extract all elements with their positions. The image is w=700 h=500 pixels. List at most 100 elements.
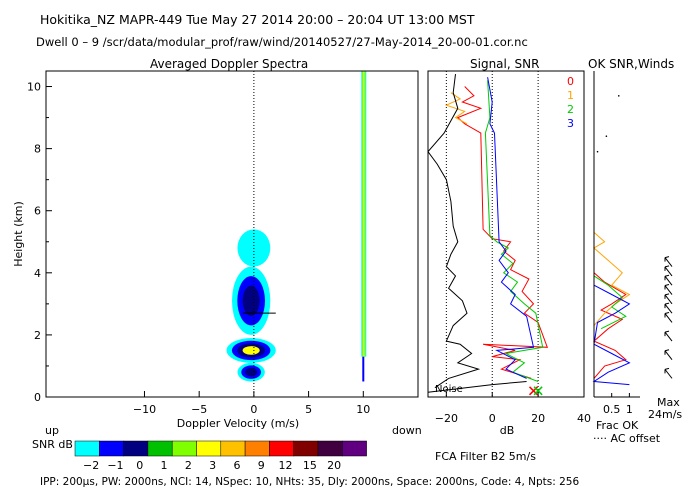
- ac-offset-label: ···· AC offset: [593, 432, 661, 445]
- down-label: down: [392, 424, 422, 437]
- wind-barb-flag: [664, 330, 670, 333]
- wind-barb-shaft: [664, 294, 673, 305]
- colorbar-swatch: [293, 440, 319, 457]
- signal-series-beam-3: [487, 77, 535, 379]
- header-title: Hokitika_NZ MAPR-449 Tue May 27 2014 20:…: [40, 12, 475, 27]
- colorbar-swatch: [317, 440, 343, 457]
- colorbar-swatch: [99, 440, 124, 457]
- wind-barb-shaft: [664, 275, 673, 286]
- wind-barb: [664, 256, 673, 267]
- colorbar-tick-label: 6: [233, 459, 240, 472]
- frac-ok-series-beam-1: [593, 232, 631, 326]
- frac-ok-dot: [617, 95, 620, 97]
- height-axis-label: Height (km): [12, 201, 25, 267]
- wind-barb: [664, 274, 673, 286]
- colorbar-tick-label: −2: [83, 459, 99, 472]
- frac-ok-dot: [596, 150, 599, 153]
- colorbar-swatch: [220, 440, 246, 457]
- spectra-x-tick-label: 5: [305, 403, 312, 416]
- ok-x-tick-label: 1: [626, 403, 633, 416]
- wind-barb: [664, 302, 673, 314]
- wind-barb-flag: [664, 367, 670, 370]
- noise-x-marker: [533, 386, 543, 396]
- colorbar-tick-label: 2: [185, 459, 192, 472]
- signal-x-axis-label: dB: [500, 424, 515, 437]
- frac-ok-series-beam-3: [592, 284, 631, 386]
- colorbar-tick-label: 12: [279, 459, 293, 472]
- signal-series-signal: [427, 74, 481, 389]
- wind-barb-shaft: [664, 350, 673, 361]
- fca-filter-label: FCA Filter B2 5m/s: [435, 450, 536, 463]
- colorbar-tick-label: 3: [209, 459, 216, 472]
- signal-series-beam-1: [445, 92, 468, 125]
- beam-label-1: 1: [567, 89, 574, 102]
- footer-params: IPP: 200µs, PW: 2000ns, NCI: 14, NSpec: …: [40, 476, 580, 488]
- wind-barb: [664, 265, 673, 277]
- wind-barb-flag: [664, 302, 670, 305]
- wind-barb-flag: [664, 293, 670, 296]
- spectra-x-axis-label: Doppler Velocity (m/s): [177, 417, 299, 430]
- wind-barb-flag: [664, 274, 670, 277]
- signal-x-tick-label: −20: [435, 412, 458, 425]
- wind-barb-shaft: [664, 257, 673, 267]
- noise-label: Noise: [435, 384, 463, 395]
- height-tick-label: 6: [34, 205, 41, 218]
- colorbar-tick-label: 9: [258, 459, 265, 472]
- height-tick-label: 8: [34, 143, 41, 156]
- signal-x-tick-label: 20: [531, 412, 545, 425]
- wind-barb: [664, 367, 673, 379]
- signal-x-tick-label: 40: [577, 412, 591, 425]
- spectra-title: Averaged Doppler Spectra: [150, 57, 309, 71]
- colorbar-tick-label: 15: [303, 459, 317, 472]
- colorbar-swatch: [171, 440, 197, 457]
- colorbar-tick-label: 1: [161, 459, 168, 472]
- wind-barb: [664, 312, 673, 323]
- frac-ok-dot: [605, 135, 608, 137]
- colorbar-swatch: [196, 440, 222, 457]
- frac-ok-label: Frac OK: [596, 419, 639, 432]
- ok-winds-title: OK SNR,Winds: [588, 57, 675, 71]
- beam-label-0: 0: [567, 75, 574, 88]
- wind-barb-shaft: [664, 369, 673, 379]
- colorbar-swatch: [147, 440, 173, 457]
- signal-title: Signal, SNR: [470, 57, 540, 71]
- height-tick-label: 10: [27, 81, 41, 94]
- wind-barb-flag: [664, 312, 670, 314]
- snr-db-label: SNR dB: [32, 438, 73, 451]
- colorbar-swatch: [123, 440, 149, 457]
- max-wind-value: 24m/s: [648, 408, 683, 421]
- colorbar-swatch: [342, 440, 367, 457]
- header-dwell-path: Dwell 0 – 9 /scr/data/modular_prof/raw/w…: [36, 35, 528, 49]
- signal-series-beam-2: [484, 80, 544, 382]
- wind-barb: [664, 349, 673, 361]
- spectra-x-tick-label: −5: [191, 403, 207, 416]
- wind-barb-shaft: [664, 266, 673, 277]
- colorbar-tick-label: 20: [327, 459, 341, 472]
- signal-series-noise: [427, 381, 527, 393]
- colorbar-swatch: [269, 440, 294, 457]
- wind-barb-flag: [664, 265, 670, 268]
- signal-frame: [427, 70, 585, 398]
- height-tick-label: 2: [34, 329, 41, 342]
- max-label: Max: [657, 396, 680, 409]
- colorbar-swatch: [74, 440, 100, 457]
- height-tick-label: 4: [34, 267, 41, 280]
- wind-barb: [664, 293, 673, 305]
- height-tick-label: 0: [34, 391, 41, 404]
- signal-series-beam-0: [456, 86, 549, 379]
- colorbar-tick-label: 0: [136, 459, 143, 472]
- wind-barb-flag: [664, 256, 670, 259]
- spectra-frame: [45, 70, 419, 398]
- wind-barb-shaft: [664, 331, 673, 342]
- ground-clutter-band-yellow: [363, 71, 365, 357]
- echo-region-3-level-2: [245, 368, 258, 377]
- wind-barb-flag: [664, 284, 670, 287]
- wind-barb: [664, 330, 673, 342]
- frac-ok-series-beam-0: [593, 272, 627, 379]
- echo-region-1-level-2: [242, 285, 260, 316]
- wind-barb: [664, 284, 673, 295]
- beam-label-2: 2: [567, 103, 574, 116]
- marker-stroke: [533, 386, 543, 396]
